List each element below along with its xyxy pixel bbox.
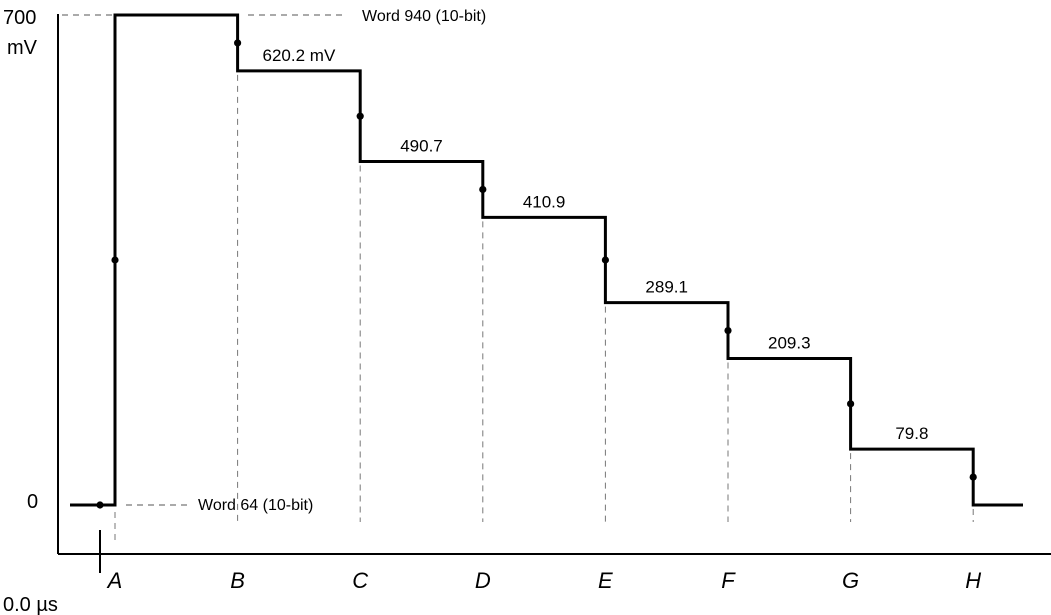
- transition-dot-b: [234, 39, 242, 47]
- level-label-c: 490.7: [400, 137, 443, 156]
- x-tick-label-h: H: [965, 568, 981, 593]
- x-tick-label-c: C: [352, 568, 368, 593]
- bottom-annotation: Word 64 (10-bit): [198, 497, 313, 514]
- waveform-line: [70, 13, 1023, 507]
- level-label-d: 410.9: [523, 192, 566, 211]
- level-label-g: 79.8: [895, 424, 928, 443]
- level-label-b: 620.2 mV: [263, 46, 336, 65]
- transition-dot-origin: [96, 501, 104, 509]
- y-tick-label-0: 0: [27, 491, 38, 513]
- origin-time-label: 0.0 µs: [3, 594, 58, 615]
- y-axis-unit-label: mV: [7, 37, 38, 59]
- top-annotation: Word 940 (10-bit): [362, 8, 486, 25]
- y-tick-label-700: 700: [3, 7, 36, 29]
- level-label-e: 289.1: [645, 278, 688, 297]
- transition-dot-h: [969, 473, 977, 481]
- x-tick-label-e: E: [598, 568, 613, 593]
- transition-dot-d: [479, 185, 487, 194]
- transition-dot-f: [724, 326, 732, 335]
- transition-dot-e: [601, 256, 610, 264]
- x-tick-label-f: F: [721, 568, 736, 593]
- transition-dot-g: [847, 400, 855, 408]
- x-tick-label-g: G: [842, 568, 859, 593]
- transition-dot-c: [356, 112, 364, 120]
- x-tick-label-b: B: [230, 568, 245, 593]
- x-tick-label-d: D: [475, 568, 491, 593]
- x-tick-label-a: A: [106, 568, 123, 593]
- level-label-f: 209.3: [768, 333, 811, 352]
- transition-dot-a: [111, 256, 119, 264]
